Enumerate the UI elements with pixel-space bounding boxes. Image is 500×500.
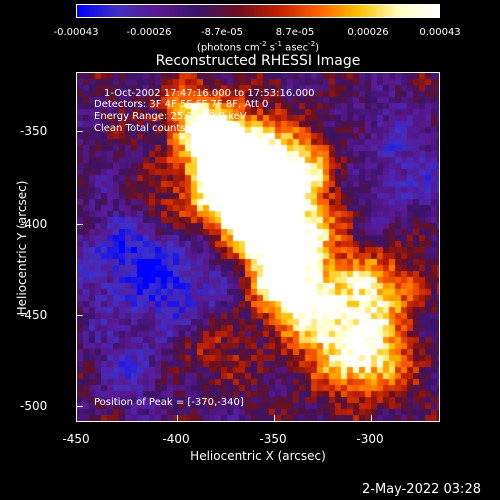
y-tick-mark [77,131,83,132]
colorbar-tick: 0.00026 [347,27,389,38]
annotation-peak-position: Position of Peak = [-370,-340] [94,397,244,408]
y-tick-mark [77,315,83,316]
x-tick-mark [177,415,178,421]
y-axis-label: Heliocentric Y (arcsec) [15,180,29,316]
colorbar-tick: -8.7e-05 [201,27,243,38]
x-tick-mark [274,415,275,421]
colorbar-units: (photons cm-2 s-1 asec-2) [196,40,320,54]
y-tick-mark [77,224,83,225]
colorbar [76,4,440,18]
y-tick-mark [77,406,83,407]
y-tick-label: -400 [20,217,48,231]
colorbar-tick: -0.00043 [53,27,99,38]
x-tick-label: -350 [259,432,287,446]
annotation-detectors: Detectors: 3F 4F 5F 6F 7F 8F, Att 0 [94,99,269,110]
y-tick-label: -500 [20,399,48,413]
x-tick-label: -400 [162,432,190,446]
y-tick-label: -350 [20,124,48,138]
plot-area [76,72,440,422]
colorbar-tick: 0.00043 [419,27,461,38]
heatmap-image [77,73,439,421]
x-axis-label: Heliocentric X (arcsec) [190,449,326,463]
colorbar-tick: -0.00026 [126,27,172,38]
annotation-time-range: 1-Oct-2002 17:47:16.000 to 17:53:16.000 [104,88,315,99]
y-tick-label: -450 [20,308,48,322]
x-tick-label: -300 [356,432,384,446]
annotation-clean-counts: Clean Total counts: 1.30E+04 [94,123,242,134]
colorbar-tick: 8.7e-05 [275,27,315,38]
timestamp: 2-May-2022 03:28 [362,482,481,497]
annotation-energy-range: Energy Range: 25.0 - 50.0 keV [94,111,247,122]
plot-title: Reconstructed RHESSI Image [155,53,361,69]
x-tick-label: -450 [62,432,90,446]
x-tick-mark [371,415,372,421]
